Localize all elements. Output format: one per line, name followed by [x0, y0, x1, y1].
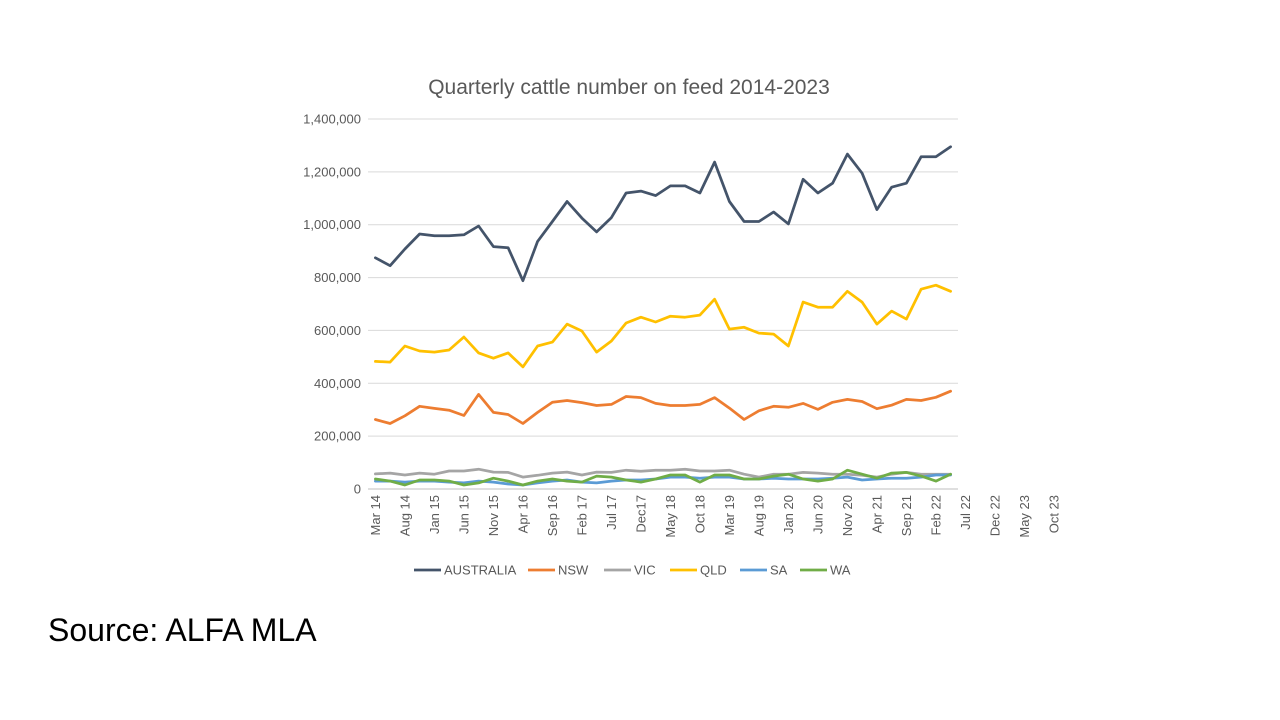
legend-label: SA	[770, 563, 788, 578]
x-tick-label: Feb 22	[928, 495, 943, 535]
x-tick-label: Jun 20	[810, 495, 825, 534]
y-tick-label: 1,400,000	[303, 112, 361, 127]
legend-item: QLD	[670, 563, 727, 578]
y-tick-label: 800,000	[314, 270, 361, 285]
y-tick-label: 600,000	[314, 323, 361, 338]
x-tick-label: Jan 20	[781, 495, 796, 534]
x-tick-label: Oct 18	[692, 495, 707, 533]
x-tick-label: Mar 19	[722, 495, 737, 535]
legend-label: VIC	[634, 563, 656, 578]
gridlines	[368, 118, 958, 490]
series-line-wa	[374, 468, 952, 487]
y-tick-label: 200,000	[314, 429, 361, 444]
series-line-nsw	[374, 389, 952, 425]
legend: AUSTRALIA NSW VIC QLD SA WA	[414, 563, 851, 578]
x-tick-label: Oct 23	[1046, 495, 1061, 533]
legend-item: AUSTRALIA	[414, 563, 517, 578]
x-tick-label: Dec17	[633, 495, 648, 533]
source-caption: Source: ALFA MLA	[48, 612, 317, 648]
series-line-vic	[374, 467, 952, 479]
x-tick-label: Jun 15	[456, 495, 471, 534]
x-tick-label: Jul 22	[958, 495, 973, 530]
x-tick-label: Nov 15	[486, 495, 501, 536]
x-tick-label: Sep 16	[545, 495, 560, 536]
series-line-qld	[374, 283, 952, 369]
x-tick-label: Mar 14	[368, 495, 383, 535]
legend-label: NSW	[558, 563, 589, 578]
x-tick-label: Feb 17	[574, 495, 589, 535]
y-tick-label: 400,000	[314, 376, 361, 391]
y-axis-ticks: 0 200,000 400,000 600,000 800,000 1,000,000 1,…	[303, 112, 361, 497]
x-tick-label: Apr 16	[515, 495, 530, 533]
series-line-australia	[374, 145, 952, 283]
x-tick-label: Aug 19	[751, 495, 766, 536]
legend-item: NSW	[528, 563, 589, 578]
y-tick-label: 1,200,000	[303, 164, 361, 179]
x-tick-label: Jan 15	[427, 495, 442, 534]
x-axis-ticks: Mar 14 Aug 14 Jan 15 Jun 15 Nov 15 Apr 16 Sep …	[368, 495, 1062, 538]
y-tick-label: 0	[354, 482, 361, 497]
x-tick-label: Sep 21	[899, 495, 914, 536]
legend-item: WA	[800, 563, 851, 578]
x-tick-label: Jul 17	[604, 495, 619, 530]
series-lines	[374, 145, 952, 487]
x-tick-label: May 18	[663, 495, 678, 538]
x-tick-label: Dec 22	[987, 495, 1002, 536]
x-tick-label: May 23	[1017, 495, 1032, 538]
legend-label: AUSTRALIA	[444, 563, 517, 578]
x-tick-label: Aug 14	[397, 495, 412, 536]
legend-item: SA	[740, 563, 788, 578]
legend-label: WA	[830, 563, 851, 578]
chart-title: Quarterly cattle number on feed 2014-202…	[428, 76, 830, 99]
legend-label: QLD	[700, 563, 727, 578]
y-tick-label: 1,000,000	[303, 217, 361, 232]
x-tick-label: Apr 21	[869, 495, 884, 533]
legend-item: VIC	[604, 563, 656, 578]
x-tick-label: Nov 20	[840, 495, 855, 536]
